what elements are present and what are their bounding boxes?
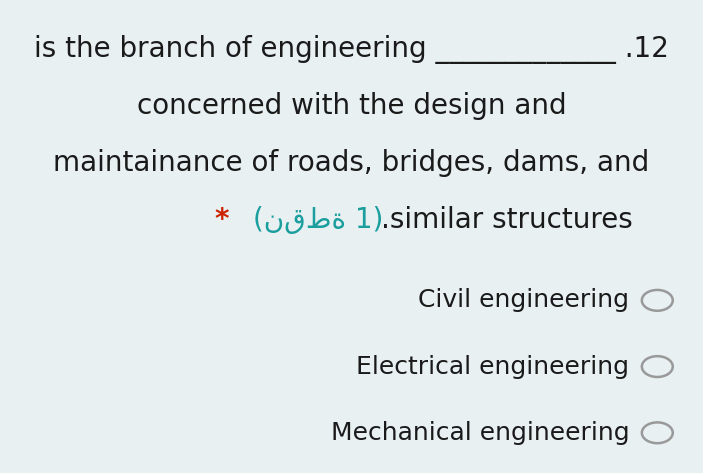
Text: is the branch of engineering _____________ .12: is the branch of engineering ___________… (34, 35, 669, 64)
Text: Mechanical engineering: Mechanical engineering (330, 421, 629, 445)
Text: *: * (214, 206, 228, 234)
Text: maintainance of roads, bridges, dams, and: maintainance of roads, bridges, dams, an… (53, 149, 650, 177)
Text: concerned with the design and: concerned with the design and (136, 92, 567, 121)
Text: .similar structures: .similar structures (381, 206, 633, 234)
Text: Civil engineering: Civil engineering (418, 289, 629, 312)
Text: (نقطة 1): (نقطة 1) (253, 206, 383, 234)
Text: Electrical engineering: Electrical engineering (356, 355, 629, 378)
